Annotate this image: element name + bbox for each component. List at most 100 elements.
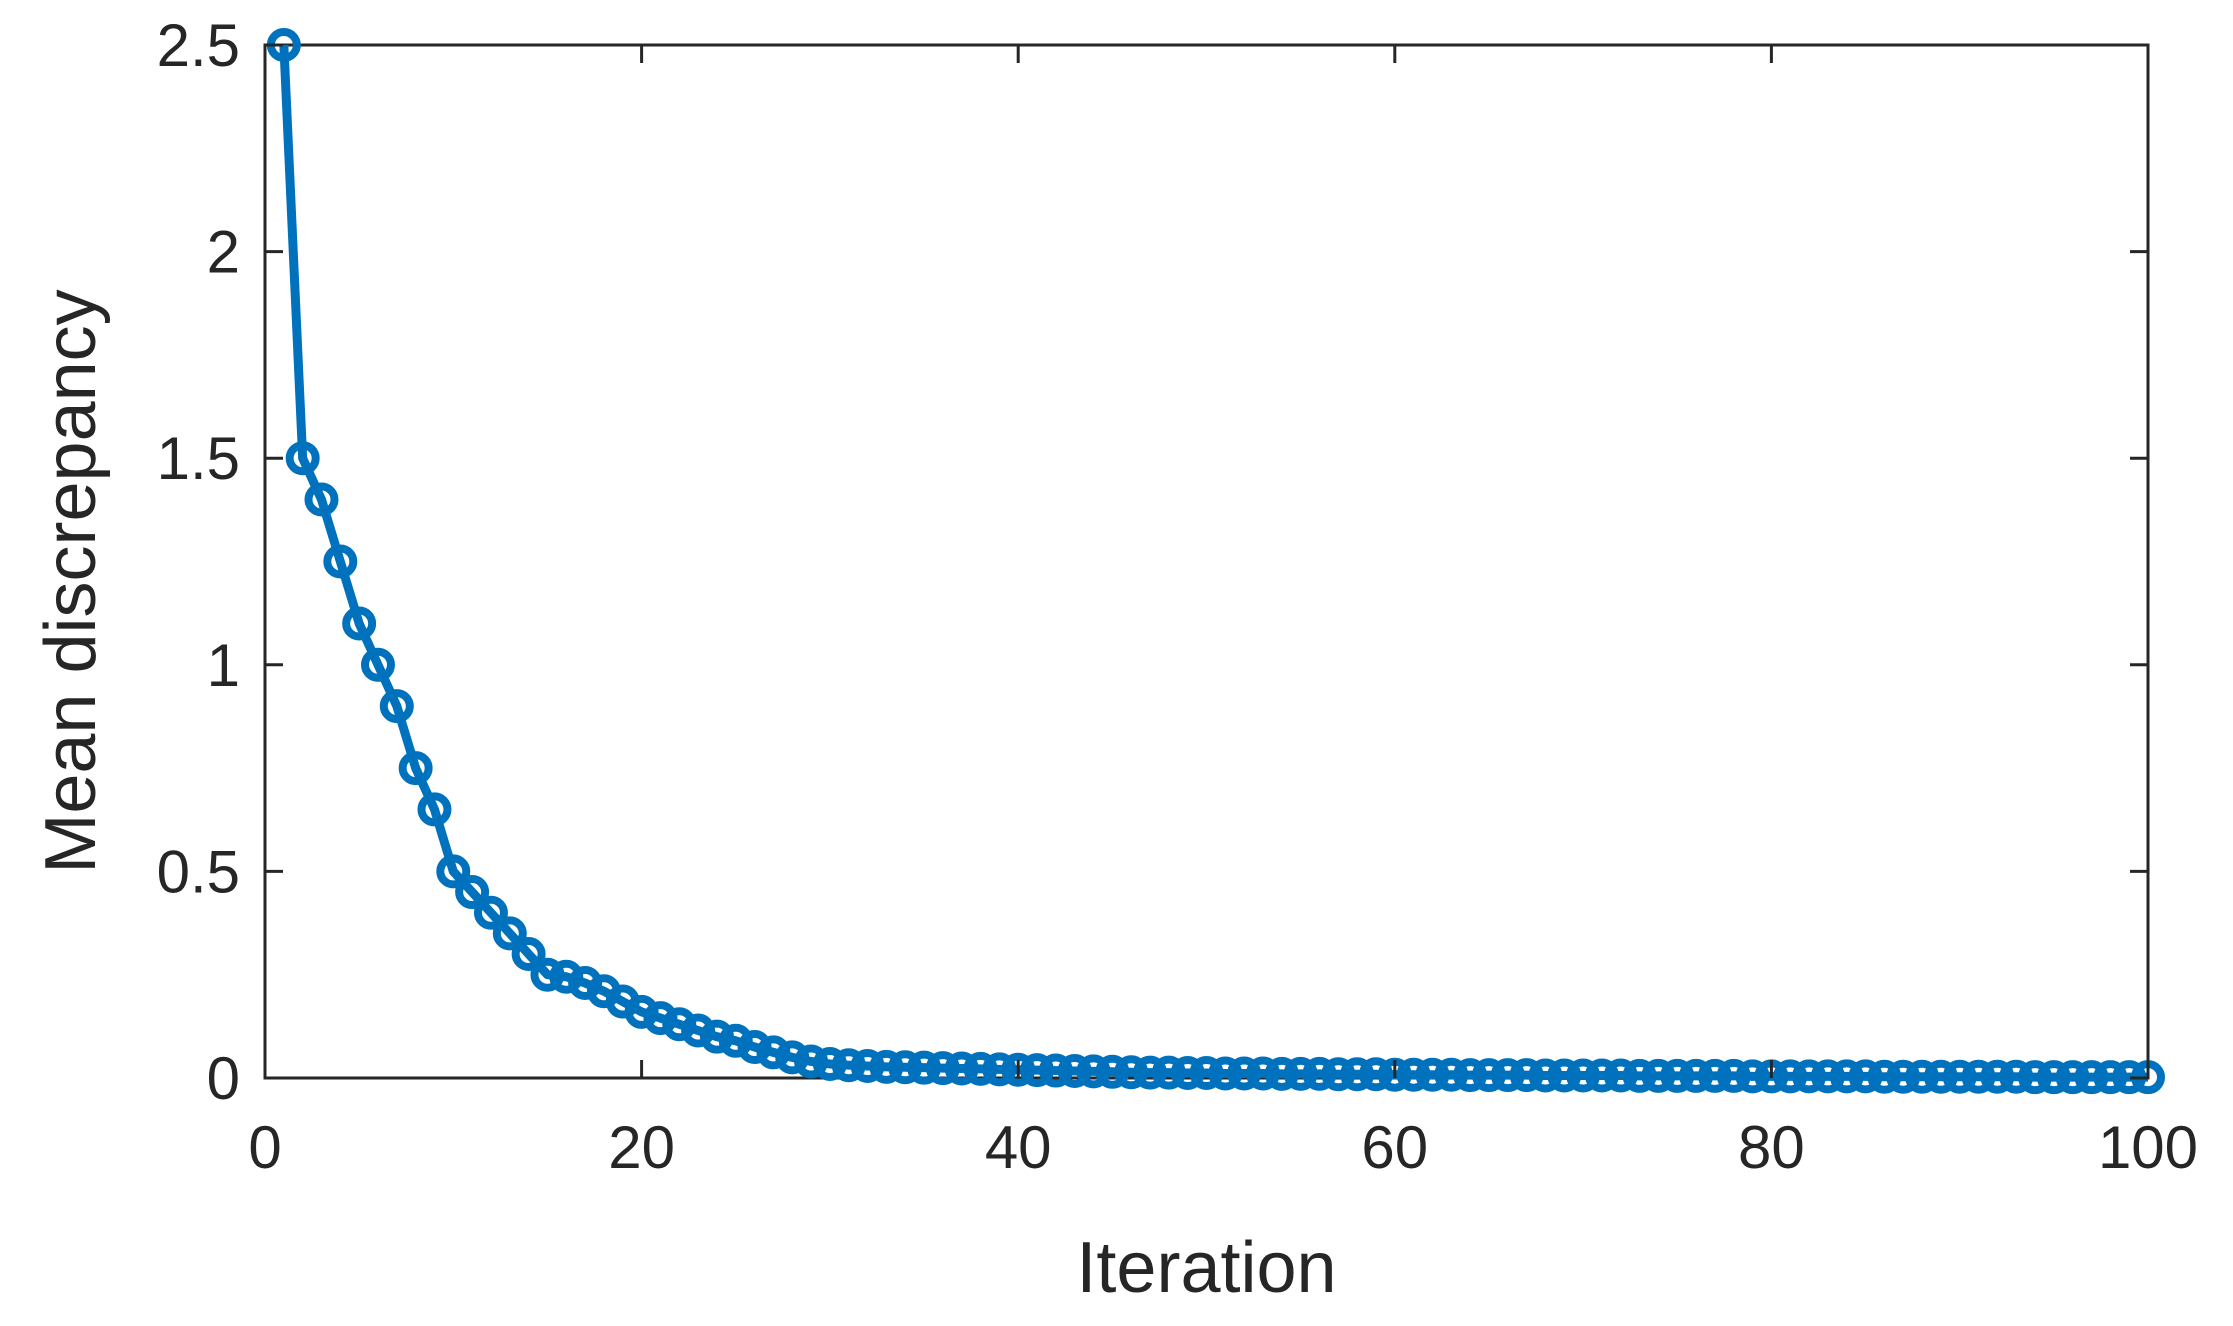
- data-point-marker: [1716, 1058, 1751, 1093]
- data-point-marker: [1490, 1058, 1525, 1093]
- data-point-marker: [624, 994, 659, 1029]
- data-point-marker: [1999, 1059, 2034, 1094]
- y-tick-label: 0: [207, 1045, 240, 1112]
- data-point-marker: [2036, 1060, 2071, 1095]
- data-point-marker: [304, 482, 339, 517]
- data-point-marker: [1264, 1056, 1299, 1091]
- data-point-marker: [850, 1049, 885, 1084]
- data-point-marker: [1321, 1057, 1356, 1092]
- data-point-marker: [530, 957, 565, 992]
- data-point-marker: [1189, 1056, 1224, 1091]
- data-point-marker: [888, 1050, 923, 1085]
- data-point-marker: [1151, 1055, 1186, 1090]
- data-point-marker: [1867, 1059, 1902, 1094]
- data-point-marker: [1509, 1058, 1544, 1093]
- data-point-marker: [831, 1048, 866, 1083]
- data-point-marker: [1923, 1059, 1958, 1094]
- axes-box: [263, 43, 2150, 1080]
- y-tick-label: 0.5: [157, 838, 240, 905]
- data-point-marker: [2018, 1060, 2053, 1095]
- x-tick-label: 80: [1738, 1114, 1805, 1181]
- x-tick-label: 0: [248, 1114, 281, 1181]
- data-point-marker: [812, 1046, 847, 1081]
- data-point-marker: [1792, 1059, 1827, 1094]
- data-point-marker: [285, 441, 320, 476]
- data-point-marker: [1095, 1054, 1130, 1089]
- data-point-marker: [1453, 1058, 1488, 1093]
- data-point-marker: [1905, 1059, 1940, 1094]
- data-point-marker: [699, 1019, 734, 1054]
- data-point-marker: [1020, 1053, 1055, 1088]
- data-point-marker: [982, 1052, 1017, 1087]
- data-point-marker: [1829, 1059, 1864, 1094]
- data-point-marker: [1434, 1057, 1469, 1092]
- data-point-marker: [1396, 1057, 1431, 1092]
- data-point-marker: [1660, 1058, 1695, 1093]
- x-tick-label: 20: [608, 1114, 675, 1181]
- data-point-marker: [2055, 1060, 2090, 1095]
- data-point-marker: [944, 1051, 979, 1086]
- data-point-marker: [1848, 1059, 1883, 1094]
- data-point-marker: [455, 875, 490, 910]
- data-point-marker: [511, 937, 546, 972]
- data-point-marker: [1566, 1058, 1601, 1093]
- data-point-marker: [1471, 1058, 1506, 1093]
- x-tick-label: 40: [985, 1114, 1052, 1181]
- data-point-marker: [1076, 1054, 1111, 1089]
- data-point-marker: [963, 1051, 998, 1086]
- data-point-marker: [1547, 1058, 1582, 1093]
- data-point-marker: [1810, 1059, 1845, 1094]
- plot-area: [263, 43, 2150, 1080]
- data-point-marker: [1227, 1056, 1262, 1091]
- data-point-marker: [1245, 1056, 1280, 1091]
- data-point-marker: [1641, 1058, 1676, 1093]
- data-point-marker: [323, 544, 358, 579]
- data-point-marker: [1980, 1059, 2015, 1094]
- data-point-marker: [379, 689, 414, 724]
- x-tick-label: 100: [2098, 1114, 2198, 1181]
- data-point-marker: [1603, 1058, 1638, 1093]
- data-point-marker: [1735, 1059, 1770, 1094]
- y-axis-ticks: 0 0.5 1 1.5 2 2.5: [157, 12, 2148, 1112]
- data-point-marker: [775, 1040, 810, 1075]
- data-point-marker: [2093, 1060, 2128, 1095]
- data-point-marker: [1114, 1055, 1149, 1090]
- data-point-marker: [1340, 1057, 1375, 1092]
- data-point-marker: [473, 895, 508, 930]
- data-point-marker: [417, 792, 452, 827]
- data-point-marker: [737, 1030, 772, 1065]
- data-point-marker: [681, 1013, 716, 1048]
- data-point-marker: [1415, 1057, 1450, 1092]
- data-point-marker: [549, 959, 584, 994]
- data-point-marker: [1057, 1053, 1092, 1088]
- series-line: [279, 44, 2148, 1082]
- data-point-marker: [718, 1023, 753, 1058]
- data-point-marker: [1001, 1052, 1036, 1087]
- data-point-marker: [1886, 1059, 1921, 1094]
- data-point-marker: [492, 916, 527, 951]
- data-point-marker: [1528, 1058, 1563, 1093]
- y-axis-label: Mean discrepancy: [31, 289, 111, 873]
- data-point-marker: [1942, 1059, 1977, 1094]
- data-point-marker: [1697, 1058, 1732, 1093]
- x-tick-label: 60: [1361, 1114, 1428, 1181]
- series-layer: [266, 28, 2165, 1095]
- data-point-marker: [1622, 1058, 1657, 1093]
- data-point-marker: [662, 1007, 697, 1042]
- data-point-marker: [869, 1049, 904, 1084]
- data-point-marker: [1961, 1059, 1996, 1094]
- y-tick-label: 1: [207, 632, 240, 699]
- data-point-marker: [1773, 1059, 1808, 1094]
- data-point-marker: [398, 751, 433, 786]
- data-point-marker: [1283, 1056, 1318, 1091]
- data-point-marker: [1170, 1056, 1205, 1091]
- data-point-marker: [1584, 1058, 1619, 1093]
- data-point-marker: [2074, 1060, 2109, 1095]
- y-tick-label: 2.5: [157, 12, 240, 79]
- data-point-marker: [1679, 1058, 1714, 1093]
- data-point-marker: [907, 1050, 942, 1085]
- data-point-marker: [436, 854, 471, 889]
- data-point-marker: [643, 1001, 678, 1036]
- data-point-marker: [342, 606, 377, 641]
